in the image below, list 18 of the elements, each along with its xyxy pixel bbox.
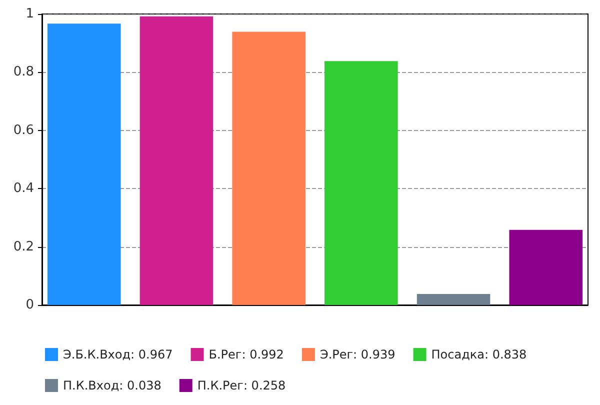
bar bbox=[324, 61, 398, 305]
legend-label: Б.Рег: 0.992 bbox=[208, 348, 284, 362]
y-tick-label: 1 bbox=[26, 6, 34, 22]
y-tick-label: 0.4 bbox=[13, 181, 34, 196]
y-tick-label: 0 bbox=[26, 298, 34, 312]
y-tick-label: 0.6 bbox=[13, 122, 34, 138]
y-tick-label: 0.2 bbox=[13, 239, 34, 254]
bar bbox=[47, 24, 121, 305]
legend-label: Посадка: 0.838 bbox=[431, 348, 527, 362]
bar bbox=[232, 32, 306, 305]
bar bbox=[416, 294, 490, 305]
bar bbox=[140, 16, 214, 305]
y-tick-label: 0.8 bbox=[13, 64, 34, 80]
bar bbox=[509, 230, 583, 305]
legend-label: Э.Б.К.Вход: 0.967 bbox=[63, 348, 173, 362]
legend-label: П.К.Рег: 0.258 bbox=[197, 378, 286, 392]
legend-label: Э.Рег: 0.939 bbox=[320, 348, 396, 362]
legend-label: П.К.Вход: 0.038 bbox=[63, 378, 162, 392]
